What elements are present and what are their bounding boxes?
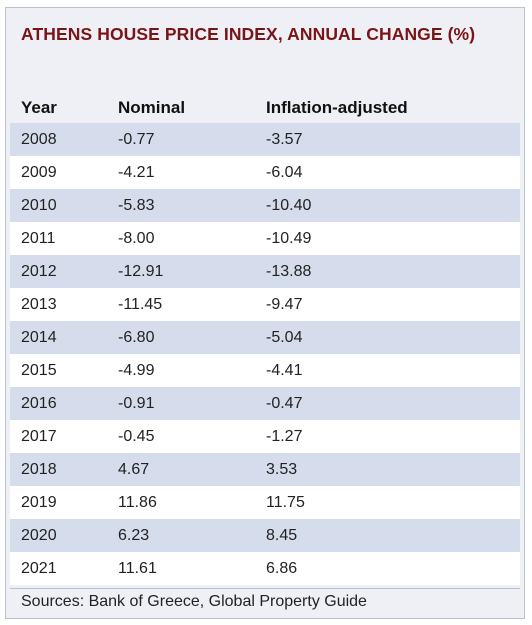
cell-year: 2014 xyxy=(21,329,57,346)
cell-year: 2010 xyxy=(21,197,57,214)
cell-year: 2017 xyxy=(21,428,57,445)
cell-year: 2019 xyxy=(21,494,57,511)
header-nominal: Nominal xyxy=(118,98,186,117)
cell-inflation-adjusted: -5.04 xyxy=(266,329,303,346)
cell-nominal: -0.77 xyxy=(118,131,155,148)
cell-year: 2008 xyxy=(21,131,57,148)
table-body: 2008 -0.77 -3.57 2009 -4.21 -6.04 2010 -5.83 -10… xyxy=(10,123,520,585)
cell-nominal: -0.91 xyxy=(118,395,155,412)
cell-nominal: -0.45 xyxy=(118,428,155,445)
cell-nominal: -6.80 xyxy=(118,329,155,346)
table-row: 2011 -8.00 -10.49 xyxy=(10,222,520,255)
cell-year: 2020 xyxy=(21,527,57,544)
cell-nominal: 11.86 xyxy=(118,494,157,511)
table-row: 2012 -12.91 -13.88 xyxy=(10,255,520,288)
table-row: 2017 -0.45 -1.27 xyxy=(10,420,520,453)
cell-year: 2009 xyxy=(21,164,57,181)
cell-inflation-adjusted: -1.27 xyxy=(266,428,303,445)
cell-nominal: 11.61 xyxy=(118,560,157,577)
cell-inflation-adjusted: -6.04 xyxy=(266,164,303,181)
cell-inflation-adjusted: 11.75 xyxy=(266,494,305,511)
cell-inflation-adjusted: -4.41 xyxy=(266,362,303,379)
cell-year: 2021 xyxy=(21,560,57,577)
cell-nominal: -12.91 xyxy=(118,263,164,280)
table-row: 2009 -4.21 -6.04 xyxy=(10,156,520,189)
cell-inflation-adjusted: 8.45 xyxy=(266,527,298,544)
header-inflation-adjusted: Inflation-adjusted xyxy=(266,98,408,117)
cell-year: 2015 xyxy=(21,362,57,379)
cell-nominal: 4.67 xyxy=(118,461,150,478)
table-row: 2021 11.61 6.86 xyxy=(10,552,520,585)
cell-nominal: -8.00 xyxy=(118,230,155,247)
source-text: Sources: Bank of Greece, Global Property… xyxy=(21,593,367,610)
cell-year: 2011 xyxy=(21,230,56,247)
cell-inflation-adjusted: -10.40 xyxy=(266,197,312,214)
header-year: Year xyxy=(21,98,57,117)
cell-nominal: -4.99 xyxy=(118,362,155,379)
table-row: 2018 4.67 3.53 xyxy=(10,453,520,486)
table-row: 2016 -0.91 -0.47 xyxy=(10,387,520,420)
cell-year: 2012 xyxy=(21,263,57,280)
table-row: 2014 -6.80 -5.04 xyxy=(10,321,520,354)
table-header: Year Nominal Inflation-adjusted xyxy=(6,93,524,123)
cell-inflation-adjusted: -0.47 xyxy=(266,395,303,412)
cell-nominal: -4.21 xyxy=(118,164,155,181)
cell-nominal: -5.83 xyxy=(118,197,155,214)
cell-year: 2018 xyxy=(21,461,57,478)
cell-inflation-adjusted: 6.86 xyxy=(266,560,298,577)
cell-inflation-adjusted: -10.49 xyxy=(266,230,312,247)
cell-inflation-adjusted: 3.53 xyxy=(266,461,298,478)
cell-nominal: -11.45 xyxy=(118,296,163,313)
cell-inflation-adjusted: -9.47 xyxy=(266,296,303,313)
cell-year: 2013 xyxy=(21,296,57,313)
source-note: Sources: Bank of Greece, Global Property… xyxy=(10,588,520,614)
table-row: 2019 11.86 11.75 xyxy=(10,486,520,519)
table-row: 2013 -11.45 -9.47 xyxy=(10,288,520,321)
table-row: 2010 -5.83 -10.40 xyxy=(10,189,520,222)
cell-year: 2016 xyxy=(21,395,57,412)
cell-inflation-adjusted: -3.57 xyxy=(266,131,303,148)
cell-inflation-adjusted: -13.88 xyxy=(266,263,312,280)
table-row: 2008 -0.77 -3.57 xyxy=(10,123,520,156)
table-panel: ATHENS HOUSE PRICE INDEX, ANNUAL CHANGE … xyxy=(5,7,525,619)
cell-nominal: 6.23 xyxy=(118,527,150,544)
table-title: ATHENS HOUSE PRICE INDEX, ANNUAL CHANGE … xyxy=(21,24,476,44)
table-row: 2020 6.23 8.45 xyxy=(10,519,520,552)
table-row: 2015 -4.99 -4.41 xyxy=(10,354,520,387)
